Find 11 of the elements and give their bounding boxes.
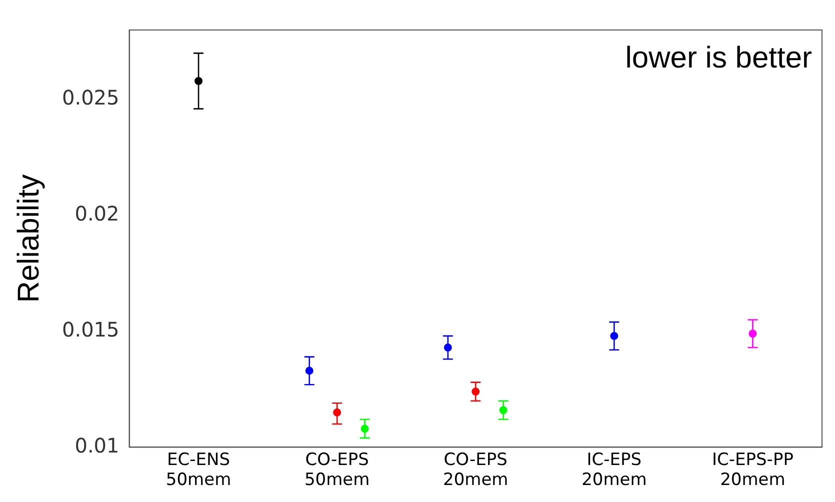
y-tick-label: 0.025 — [62, 86, 120, 110]
y-tick-label: 0.015 — [62, 318, 120, 342]
annotation: lower is better — [625, 41, 812, 74]
x-tick-label: IC-EPS 20mem — [582, 450, 647, 490]
y-tick-label: 0.01 — [74, 433, 120, 458]
x-tick-label: CO-EPS 50mem — [304, 450, 370, 490]
x-tick-label: CO-EPS 20mem — [443, 450, 508, 490]
y-axis-title: Reliability — [12, 174, 46, 303]
x-tick-label: IC-EPS-PP 20mem — [712, 450, 794, 490]
y-tick-label: 0.02 — [74, 202, 120, 226]
x-tick-label: EC-ENS 50mem — [166, 450, 232, 490]
